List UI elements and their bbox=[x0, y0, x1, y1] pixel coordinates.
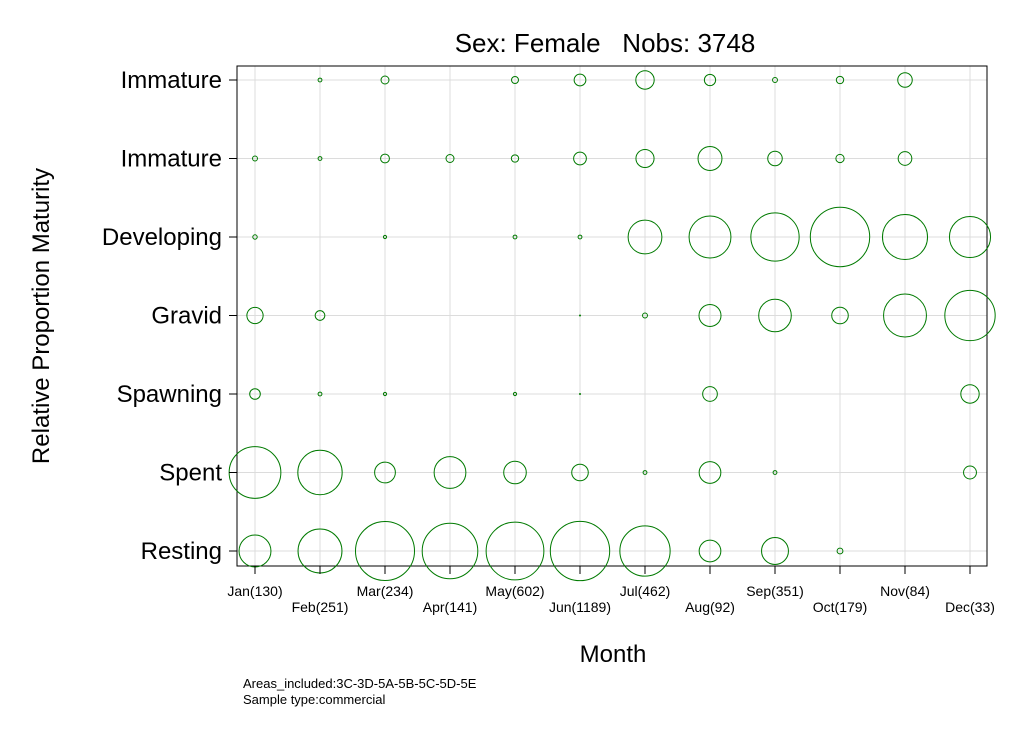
bubble bbox=[697, 146, 723, 171]
bubble bbox=[246, 306, 264, 325]
y-tick-label: Spent bbox=[159, 460, 222, 487]
bubble bbox=[549, 520, 611, 582]
bubble bbox=[249, 388, 261, 400]
bubble bbox=[642, 470, 648, 475]
bubble bbox=[252, 155, 258, 162]
bubble bbox=[571, 463, 589, 482]
bubble bbox=[485, 521, 545, 581]
bubble bbox=[702, 386, 718, 402]
bubble bbox=[511, 76, 519, 84]
bubble bbox=[354, 520, 416, 582]
bubble bbox=[642, 312, 648, 319]
bubble bbox=[433, 456, 467, 489]
bubble bbox=[698, 539, 722, 563]
bubble bbox=[635, 70, 655, 90]
bubble bbox=[579, 314, 581, 317]
bubble bbox=[252, 234, 258, 240]
y-axis-title: Relative Proportion Maturity bbox=[28, 168, 55, 464]
areas-included-note: Areas_included:3C-3D-5A-5B-5C-5D-5E bbox=[243, 676, 477, 691]
bubble bbox=[703, 73, 717, 87]
bubble bbox=[761, 537, 789, 565]
x-tick-label: Mar(234) bbox=[357, 583, 414, 599]
bubble bbox=[750, 212, 800, 262]
x-tick-label: Nov(84) bbox=[880, 583, 930, 599]
bubble bbox=[380, 75, 390, 85]
bubble bbox=[767, 150, 783, 167]
y-tick-label: Spawning bbox=[117, 381, 222, 408]
bubble bbox=[577, 234, 583, 240]
x-tick-label: May(602) bbox=[485, 583, 544, 599]
bubble bbox=[512, 234, 518, 240]
x-axis-title: Month bbox=[580, 641, 647, 668]
bubble bbox=[512, 391, 518, 397]
x-tick-label: Oct(179) bbox=[813, 599, 867, 615]
x-tick-label: Apr(141) bbox=[423, 599, 477, 615]
x-tick-label: Feb(251) bbox=[292, 599, 349, 615]
bubble bbox=[317, 77, 323, 83]
bubble bbox=[421, 522, 479, 580]
bubble bbox=[317, 391, 323, 397]
bubble bbox=[698, 303, 722, 328]
bubble bbox=[963, 465, 977, 480]
x-tick-label: Jul(462) bbox=[620, 583, 671, 599]
x-tick-label: Jun(1189) bbox=[549, 599, 611, 615]
bubble bbox=[772, 77, 778, 83]
bubble bbox=[836, 547, 844, 555]
bubble bbox=[881, 213, 929, 261]
bubble bbox=[382, 391, 388, 397]
bubble bbox=[960, 384, 980, 404]
y-tick-label: Gravid bbox=[151, 303, 222, 330]
bubble bbox=[380, 153, 390, 164]
bubble bbox=[698, 461, 722, 484]
bubble bbox=[635, 148, 655, 169]
chart-title: Sex: Female Nobs: 3748 bbox=[455, 28, 756, 58]
bubble bbox=[835, 75, 845, 85]
bubble bbox=[445, 154, 455, 163]
x-tick-label: Aug(92) bbox=[685, 599, 735, 615]
bubble bbox=[297, 449, 343, 496]
bubble bbox=[835, 153, 845, 164]
bubble bbox=[317, 156, 323, 161]
y-tick-label: Immature bbox=[121, 146, 222, 173]
y-tick-label: Resting bbox=[141, 538, 222, 565]
bubble bbox=[619, 525, 671, 577]
x-tick-label: Jan(130) bbox=[227, 583, 282, 599]
bubble bbox=[688, 215, 732, 259]
bubble bbox=[897, 151, 913, 166]
bubble bbox=[374, 461, 396, 484]
bubble bbox=[772, 470, 778, 475]
bubble bbox=[573, 151, 587, 166]
bubble bbox=[758, 298, 792, 333]
x-tick-label: Dec(33) bbox=[945, 599, 995, 615]
sample-type-note: Sample type:commercial bbox=[243, 692, 386, 707]
bubble bbox=[948, 215, 992, 259]
bubble bbox=[627, 219, 663, 255]
bubble bbox=[503, 460, 527, 485]
bubble bbox=[897, 72, 913, 88]
bubble bbox=[883, 293, 927, 338]
bubble bbox=[382, 234, 388, 240]
bubble bbox=[944, 289, 996, 342]
bubbles bbox=[228, 70, 996, 582]
y-tick-label: Developing bbox=[102, 224, 222, 251]
x-tick-label: Sep(351) bbox=[746, 583, 804, 599]
axes: Immature Immature Developing Gravid Spawning… bbox=[102, 67, 995, 615]
y-tick-label: Immature bbox=[121, 67, 222, 94]
bubble bbox=[314, 310, 326, 321]
bubble bbox=[579, 393, 581, 395]
bubble bbox=[809, 206, 871, 268]
bubble bbox=[573, 73, 587, 87]
bubble bbox=[510, 154, 520, 163]
bubble bbox=[831, 306, 849, 325]
grid bbox=[237, 66, 987, 566]
